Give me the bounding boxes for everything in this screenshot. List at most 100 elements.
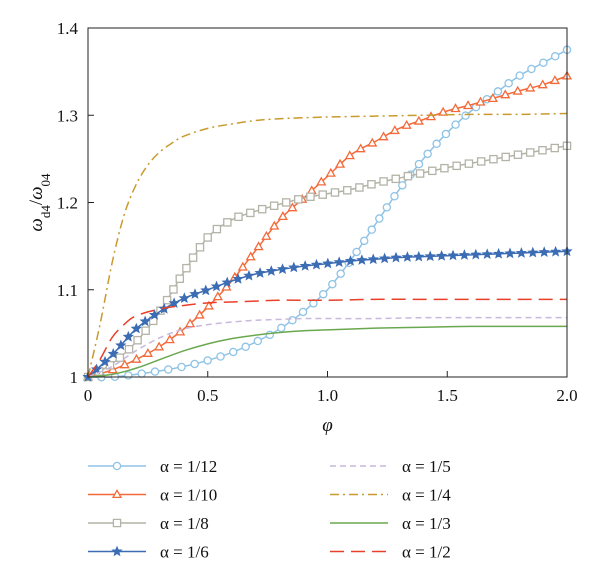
series-marker [119, 359, 130, 369]
series-marker [162, 295, 172, 305]
series-marker [441, 129, 451, 139]
series-marker [375, 214, 384, 223]
series-marker [232, 273, 244, 284]
legend-label: α = 1/4 [402, 486, 451, 505]
series-marker [325, 167, 336, 177]
legend-label: α = 1/5 [402, 457, 451, 476]
legend-label: α = 1/8 [160, 514, 209, 533]
series-marker [253, 336, 263, 346]
series-marker [288, 315, 297, 325]
series-marker [415, 169, 425, 178]
y-tick-label: 1.2 [57, 194, 78, 213]
series-4 [82, 245, 573, 382]
series-marker [458, 249, 471, 260]
series-marker [401, 251, 414, 262]
series-marker [452, 161, 461, 171]
series-marker [154, 341, 165, 351]
series-marker [130, 322, 142, 334]
series-marker [319, 289, 328, 299]
series-marker [194, 309, 205, 319]
series-marker [403, 171, 413, 181]
series-marker [401, 119, 412, 129]
y-tick-label: 1.1 [57, 281, 78, 300]
series-marker [447, 249, 459, 261]
series-marker [316, 176, 327, 186]
series-marker [515, 71, 524, 80]
series-marker [212, 224, 222, 234]
series-marker [124, 371, 133, 380]
series-marker [203, 356, 212, 365]
legend-marker [111, 489, 123, 499]
series-marker [470, 248, 482, 260]
series-marker [367, 225, 377, 234]
series-marker [512, 85, 523, 95]
series-marker [164, 334, 175, 344]
series-7 [87, 325, 567, 378]
series-marker [440, 163, 449, 173]
series-marker [413, 115, 424, 125]
series-marker [344, 150, 355, 160]
series-marker [475, 96, 486, 106]
plot-area [82, 45, 573, 382]
series-marker [245, 251, 256, 261]
series-marker [549, 245, 562, 257]
series-marker [525, 148, 535, 157]
series-8 [87, 298, 568, 378]
series-marker [287, 202, 298, 212]
series-line [87, 298, 568, 378]
series-marker [504, 79, 513, 88]
series-marker [515, 247, 528, 258]
series-marker [414, 159, 424, 169]
series-marker [379, 177, 388, 186]
series-marker [221, 276, 233, 288]
series-marker [450, 103, 461, 113]
x-tick-label: 1.5 [437, 386, 458, 405]
series-marker [537, 79, 548, 89]
legend: α = 1/12 α = 1/10 α = 1/8 α = 1/6 α = 1/5 α =… [88, 457, 451, 562]
series-marker [463, 100, 474, 110]
series-marker [382, 203, 392, 212]
series-marker [513, 150, 523, 159]
series-marker [489, 154, 498, 164]
series-marker [115, 339, 127, 351]
series-marker [378, 131, 389, 141]
series-marker [142, 347, 153, 357]
series-marker [500, 89, 511, 99]
series-marker [131, 353, 142, 363]
series-marker [322, 257, 334, 269]
series-marker [190, 359, 199, 369]
series-marker [237, 261, 248, 271]
series-marker [423, 149, 432, 159]
axes: 0 0.5 1.0 1.5 2.0 1 1.1 1.2 1.3 1.4 φ ωd4/ω04 [26, 19, 578, 436]
series-marker [246, 208, 255, 218]
series-marker [493, 87, 503, 96]
series-marker [504, 247, 516, 259]
y-tick-label: 1.4 [57, 19, 79, 38]
series-marker [148, 309, 161, 320]
series-marker [487, 92, 498, 102]
series-marker [277, 323, 286, 333]
series-marker [124, 345, 134, 354]
series-marker [525, 82, 536, 92]
series-marker [203, 233, 212, 242]
series-marker [265, 265, 277, 276]
series-marker [527, 64, 536, 74]
series-marker [367, 253, 379, 265]
series-marker [294, 195, 303, 204]
series-marker [107, 347, 119, 359]
legend-marker [112, 518, 122, 528]
series-marker [492, 247, 505, 259]
series-line [87, 316, 567, 378]
series-marker [115, 353, 125, 362]
series-marker [184, 318, 196, 328]
series-marker [451, 120, 460, 129]
series-marker [359, 236, 369, 246]
series-marker [169, 285, 178, 294]
series-marker [265, 330, 275, 340]
series-marker [355, 183, 364, 192]
series-marker [356, 254, 368, 265]
series-marker [391, 174, 401, 184]
series-marker [223, 218, 232, 227]
series-marker [310, 258, 323, 270]
series-marker [306, 192, 315, 202]
